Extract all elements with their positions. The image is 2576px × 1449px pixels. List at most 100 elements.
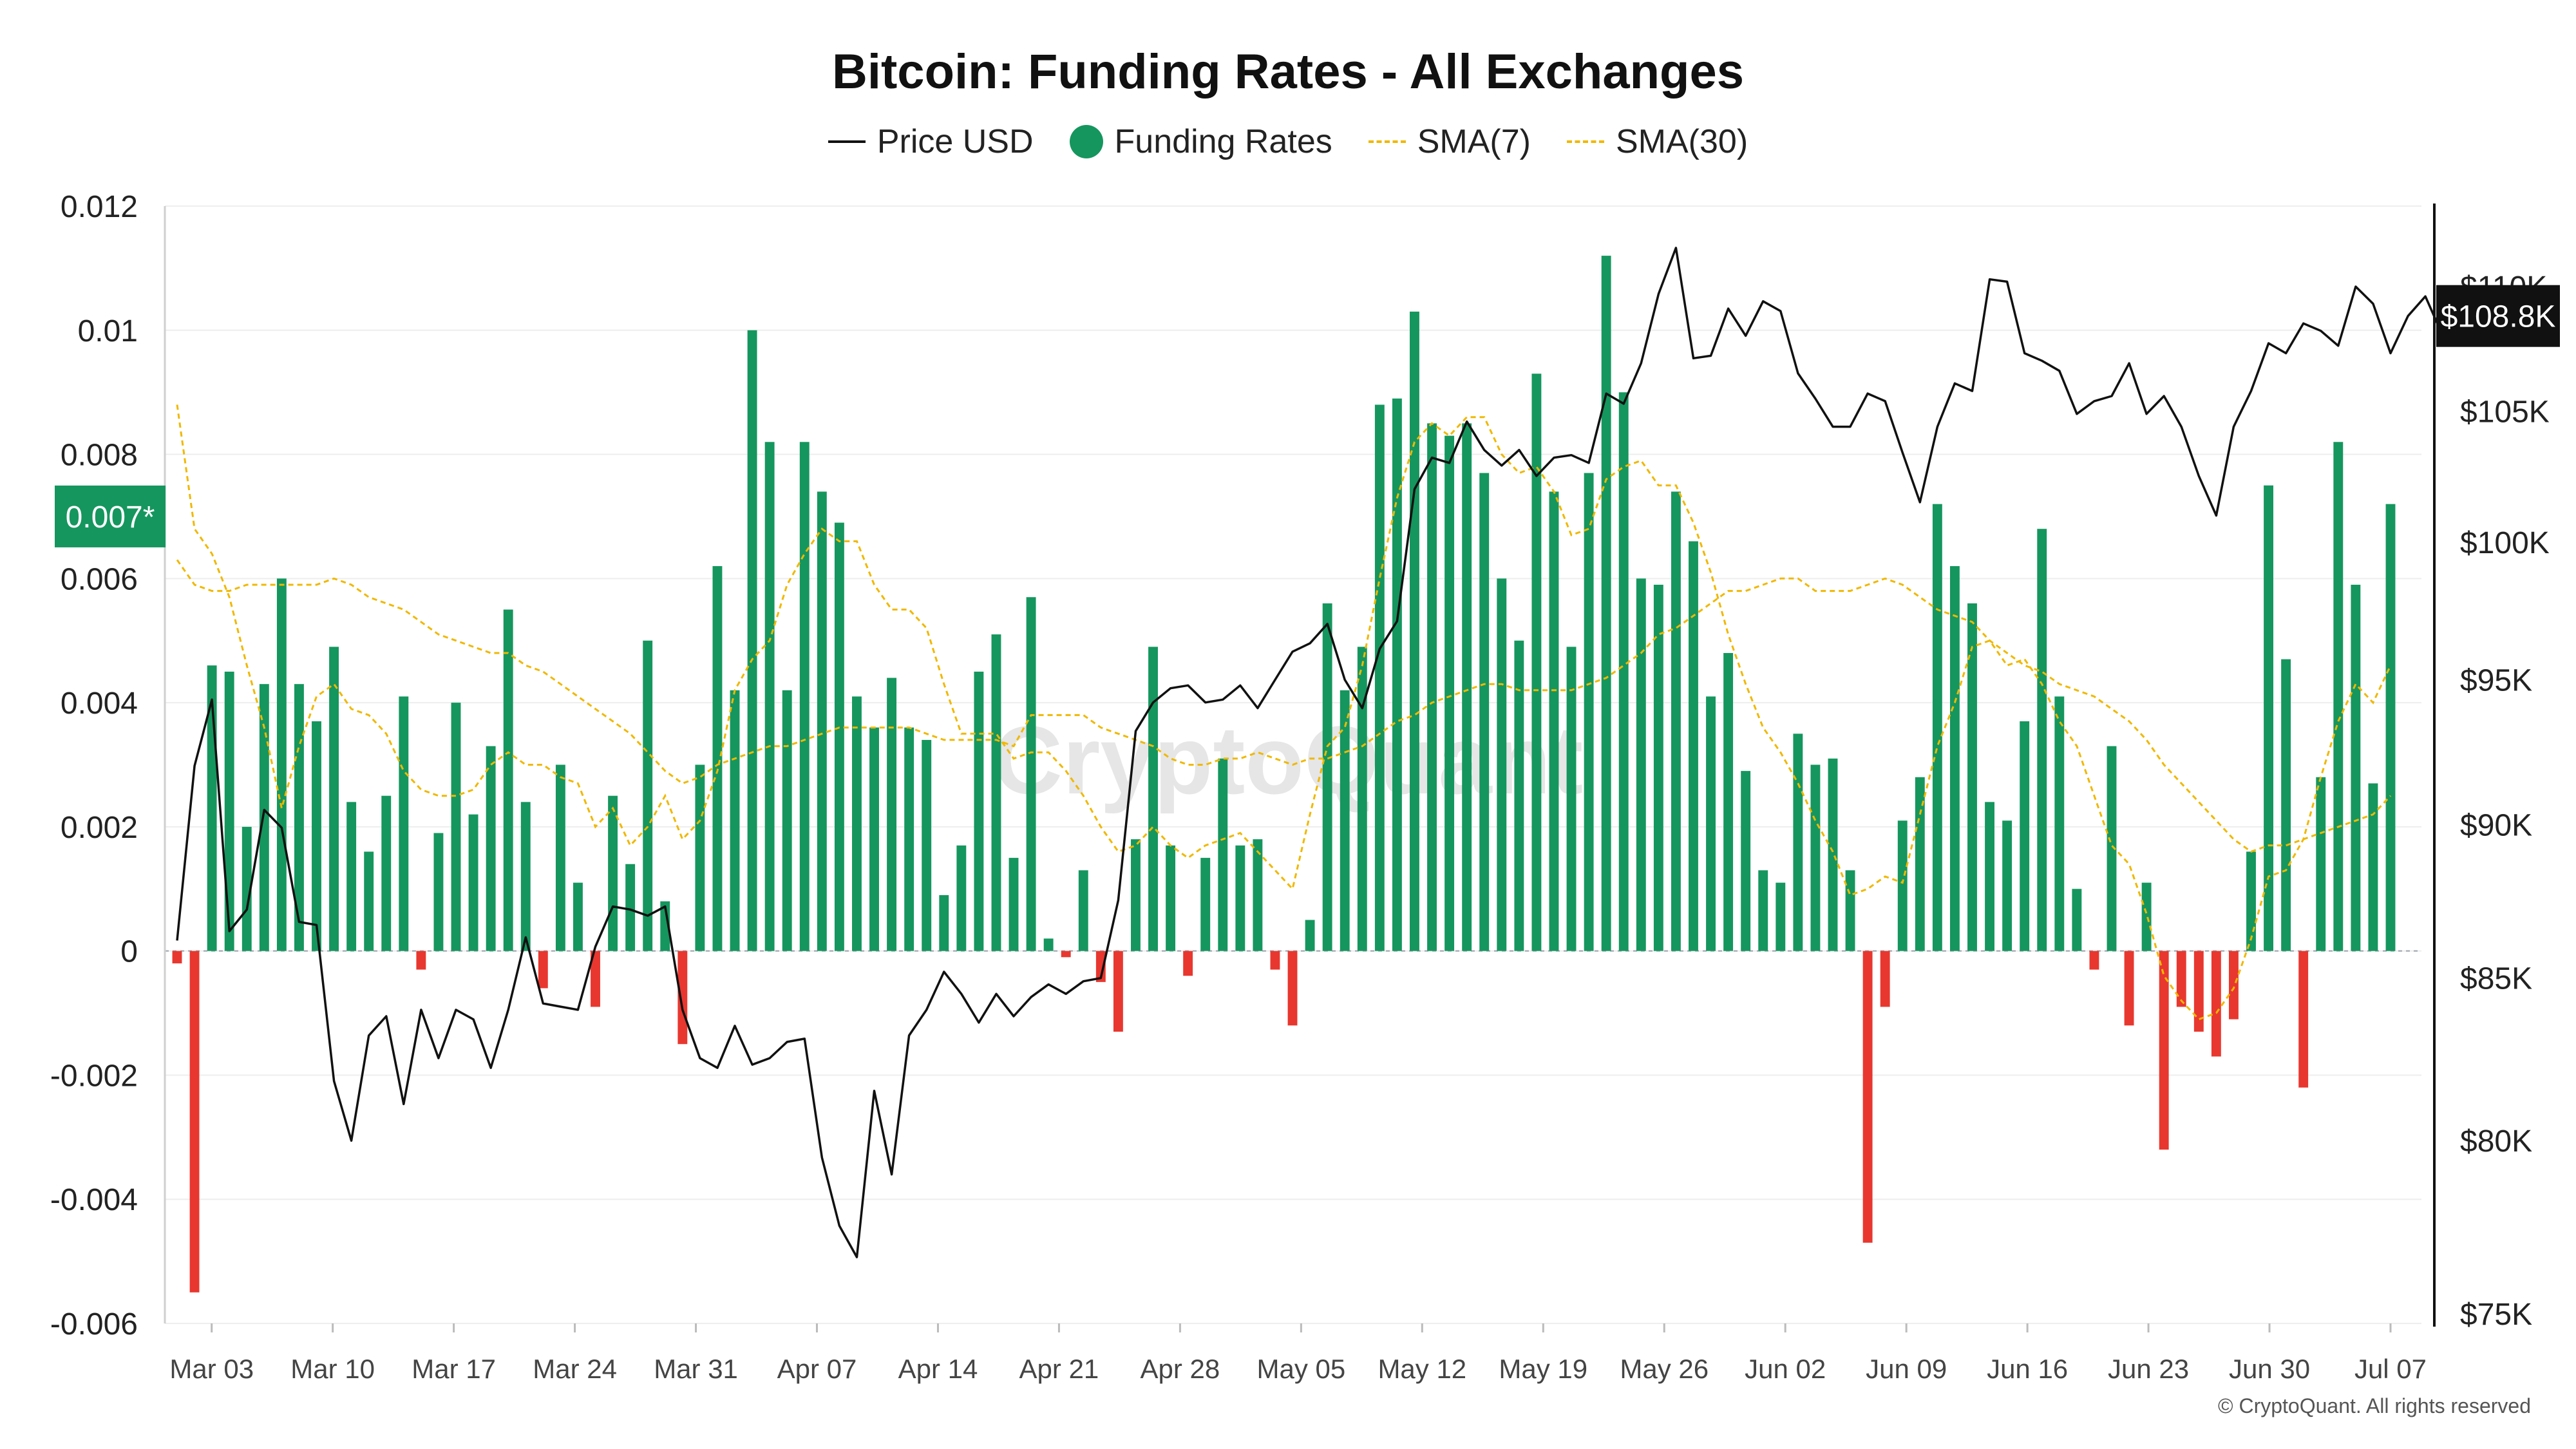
funding-rate-bar	[922, 739, 932, 951]
y-right-tick-label: $95K	[2460, 664, 2532, 698]
funding-rate-bar	[486, 746, 496, 951]
funding-rate-bar	[2089, 951, 2099, 970]
funding-rate-bar	[2141, 882, 2152, 951]
funding-rate-bar	[712, 566, 723, 951]
funding-rate-bar	[1810, 764, 1821, 951]
funding-rate-bar	[1462, 423, 1472, 951]
funding-rate-bar	[2037, 529, 2047, 951]
x-tick-label: Jun 02	[1745, 1354, 1826, 1384]
y-left-tick-label: -0.004	[50, 1183, 138, 1217]
funding-rate-bar	[2385, 504, 2396, 951]
funding-rate-bar	[312, 721, 321, 951]
x-tick-label: Jun 09	[1866, 1354, 1947, 1384]
legend-label-funding-rates: Funding Rates	[1114, 123, 1332, 160]
funding-rate-bar	[1200, 858, 1211, 951]
funding-rate-bar	[468, 814, 478, 951]
funding-rate-bar	[1235, 845, 1245, 951]
legend-item-price[interactable]: Price USD	[828, 122, 1034, 161]
x-tick-label: May 26	[1620, 1354, 1709, 1384]
x-tick-label: Jul 07	[2354, 1354, 2427, 1384]
funding-rate-bar	[1444, 435, 1455, 951]
funding-rate-bar	[1793, 734, 1803, 951]
funding-rate-bar	[2159, 951, 2169, 1150]
legend-item-sma30[interactable]: SMA(30)	[1567, 122, 1748, 161]
funding-rate-bar	[695, 764, 705, 951]
funding-rate-bar	[625, 864, 636, 951]
funding-rate-bar	[451, 703, 461, 951]
funding-rate-bar	[2368, 783, 2378, 951]
funding-rate-bar	[2054, 696, 2065, 951]
funding-rate-bar	[1374, 404, 1385, 951]
y-left-tick-label: -0.006	[50, 1307, 138, 1341]
funding-rate-bar	[1148, 647, 1158, 951]
funding-rate-bar	[2176, 951, 2186, 1007]
funding-rate-bar	[747, 330, 757, 951]
x-tick-label: Mar 03	[169, 1354, 254, 1384]
legend: Price USD Funding Rates SMA(7) SMA(30)	[0, 122, 2576, 161]
funding-rate-bar	[852, 696, 862, 951]
funding-rate-bar	[608, 795, 618, 951]
funding-rate-bar	[2211, 951, 2221, 1057]
funding-rate-bar	[677, 951, 688, 1045]
y-left-tick-label: 0.01	[78, 314, 138, 348]
funding-rate-bar	[294, 684, 304, 951]
y-right-tick-label: $90K	[2460, 809, 2532, 843]
funding-rate-bar	[1985, 802, 1994, 951]
funding-rate-bar	[2333, 442, 2344, 951]
legend-item-funding-rates[interactable]: Funding Rates	[1069, 122, 1332, 161]
funding-rate-bar	[189, 951, 200, 1293]
funding-rate-bar	[2193, 951, 2204, 1032]
x-tick-label: Jun 30	[2229, 1354, 2310, 1384]
funding-rate-bar	[242, 826, 252, 951]
funding-rate-bar	[1357, 647, 1367, 951]
funding-rate-bar	[1410, 311, 1419, 951]
funding-rate-bar	[1392, 398, 1402, 951]
x-tick-label: Apr 28	[1141, 1354, 1220, 1384]
y-left-tick-label: 0.004	[61, 687, 138, 721]
funding-rate-bar	[991, 634, 1001, 951]
funding-rate-bar	[2264, 485, 2274, 951]
funding-rate-bar	[1043, 938, 1054, 951]
funding-rate-bar	[1636, 578, 1646, 951]
funding-rate-bar	[224, 671, 234, 951]
x-tick-label: Apr 14	[898, 1354, 978, 1384]
funding-rate-bar	[1949, 566, 1960, 951]
legend-line-icon	[828, 140, 866, 143]
funding-rate-bar	[1479, 473, 1490, 951]
funding-rate-bar	[1601, 256, 1611, 951]
left-value-badge	[55, 485, 166, 547]
funding-rate-bar	[1270, 951, 1280, 970]
funding-rate-bar	[904, 727, 914, 951]
y-right-tick-label: $105K	[2460, 395, 2550, 430]
chart-title: Bitcoin: Funding Rates - All Exchanges	[832, 44, 1744, 99]
funding-rate-bar	[1584, 473, 1594, 951]
funding-rate-bar	[1113, 951, 1123, 1032]
funding-rate-bar	[364, 851, 374, 951]
funding-rate-bar	[1758, 870, 1768, 951]
funding-rate-bar	[172, 951, 182, 963]
funding-rate-bar	[834, 522, 844, 951]
x-tick-label: Jun 23	[2108, 1354, 2189, 1384]
funding-rate-bar	[416, 951, 426, 970]
funding-rate-bar	[259, 684, 269, 951]
funding-rate-bar	[1653, 584, 1663, 951]
y-left-tick-label: -0.002	[50, 1059, 138, 1093]
funding-rate-bar	[869, 727, 879, 951]
y-right-tick-label: $75K	[2460, 1298, 2532, 1332]
x-tick-label: May 19	[1499, 1354, 1587, 1384]
funding-rate-bar	[1549, 491, 1559, 951]
legend-dash-icon	[1368, 140, 1406, 143]
funding-rate-bar	[1218, 758, 1228, 951]
y-left-tick-label: 0.008	[61, 439, 138, 473]
funding-rate-bar	[1531, 374, 1542, 951]
funding-rate-bar	[660, 901, 670, 951]
x-tick-label: Apr 07	[777, 1354, 857, 1384]
x-tick-label: Mar 17	[412, 1354, 496, 1384]
legend-item-sma7[interactable]: SMA(7)	[1368, 122, 1531, 161]
funding-rate-bar	[1427, 423, 1437, 951]
funding-rate-bar	[1618, 392, 1629, 951]
funding-rate-bar	[2246, 851, 2256, 951]
funding-rate-bar	[1706, 696, 1716, 951]
funding-rate-bar	[1078, 870, 1088, 951]
sma7-line	[176, 404, 2392, 1021]
